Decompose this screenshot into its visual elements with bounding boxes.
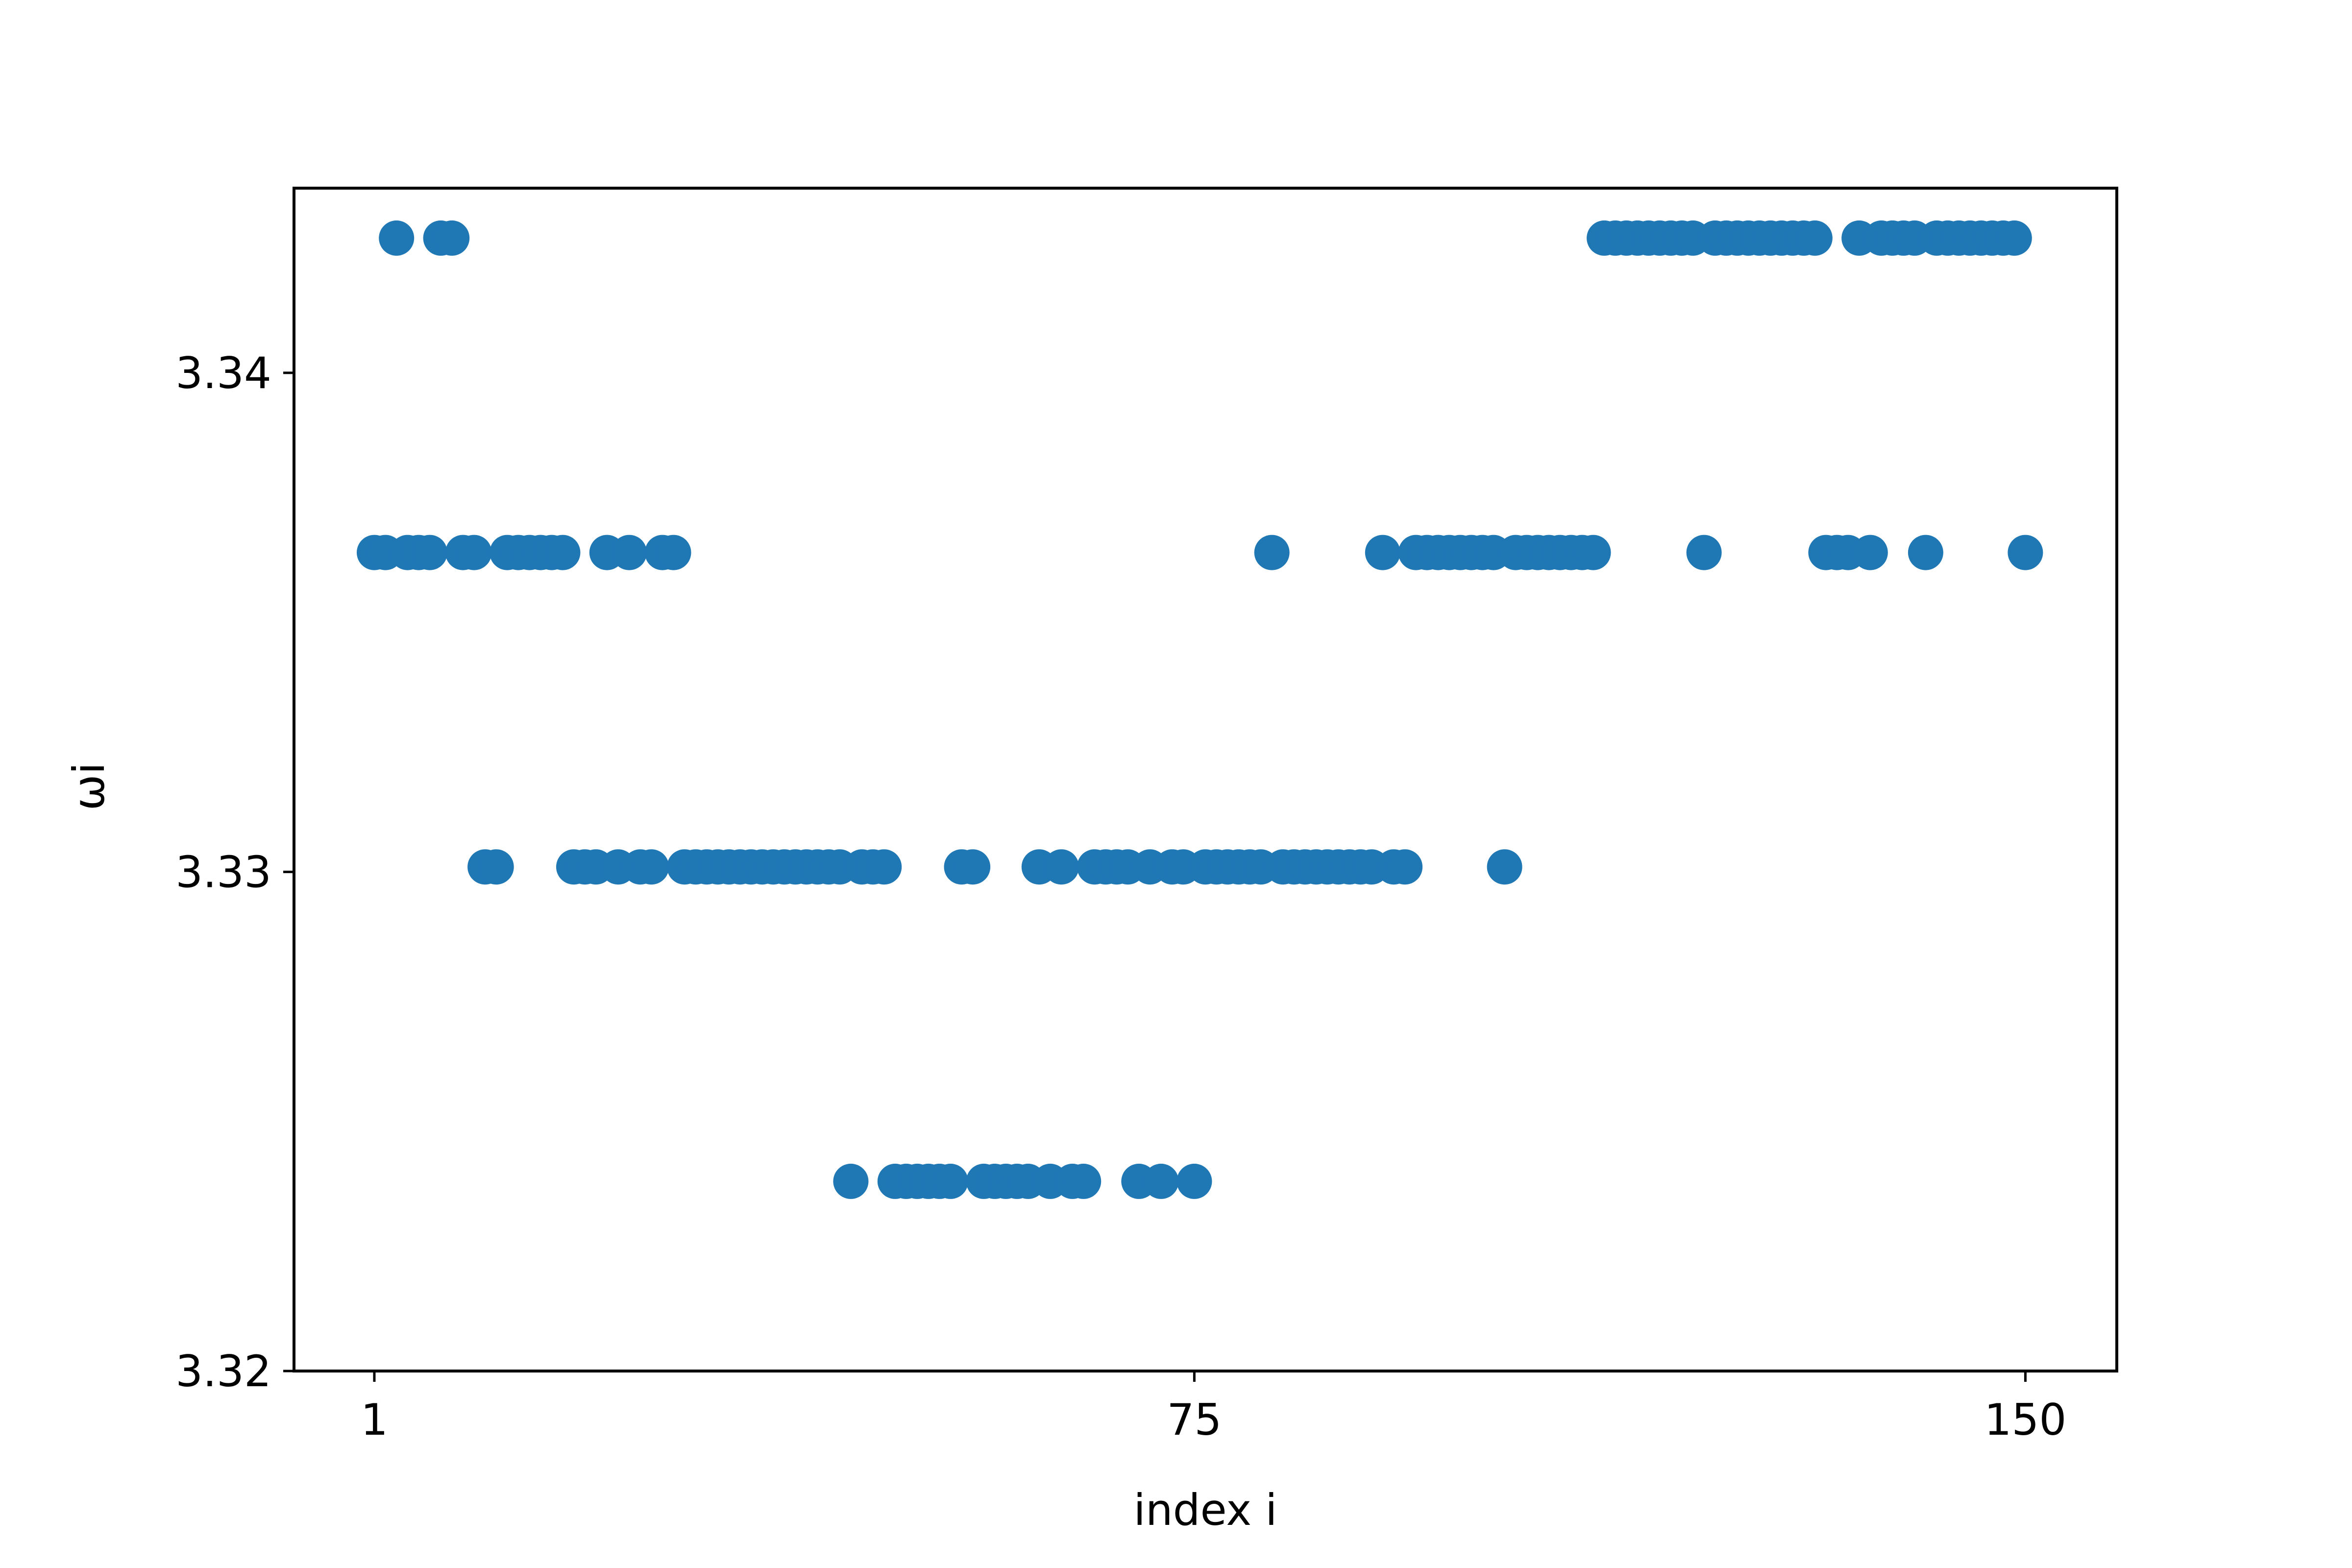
data-point-111 — [1575, 535, 1611, 570]
data-point-18 — [545, 535, 581, 570]
data-point-12 — [478, 849, 514, 885]
y-tick-label-2: 3.33 — [175, 847, 271, 897]
data-point-28 — [656, 535, 691, 570]
data-point-149 — [1996, 220, 2032, 256]
data-point-53 — [932, 1163, 968, 1199]
data-point-3 — [379, 220, 415, 256]
data-point-65 — [1066, 1163, 1102, 1199]
x-tick-label-1: 1 — [361, 1395, 388, 1445]
data-point-82 — [1254, 535, 1290, 570]
data-point-141 — [1908, 535, 1943, 570]
x-tick-label-2: 75 — [1167, 1395, 1222, 1445]
data-point-24 — [612, 535, 647, 570]
x-axis-label: index i — [1133, 1485, 1277, 1535]
data-point-10 — [456, 535, 492, 570]
data-point-150 — [2008, 535, 2043, 570]
data-point-131 — [1797, 220, 1833, 256]
data-point-63 — [1044, 849, 1079, 885]
data-point-6 — [412, 535, 447, 570]
data-point-103 — [1487, 849, 1522, 885]
y-axis-label: ωi — [64, 762, 114, 810]
data-point-55 — [955, 849, 991, 885]
data-point-121 — [1686, 535, 1722, 570]
data-point-47 — [866, 849, 902, 885]
y-tick-label-1: 3.32 — [175, 1346, 271, 1396]
data-point-72 — [1143, 1163, 1179, 1199]
data-point-26 — [634, 849, 669, 885]
x-tick-label-3: 150 — [1984, 1395, 2066, 1445]
ticks-layer: 1 75 150 3.32 3.33 3.34 — [175, 348, 2066, 1445]
data-point-44 — [833, 1163, 869, 1199]
data-point-94 — [1387, 849, 1423, 885]
data-point-75 — [1176, 1163, 1212, 1199]
points-layer — [357, 220, 2043, 1199]
data-point-92 — [1365, 535, 1400, 570]
data-point-136 — [1852, 535, 1888, 570]
data-point-8 — [434, 220, 470, 256]
plot-frame — [293, 187, 2118, 1372]
y-tick-label-3: 3.34 — [175, 348, 271, 398]
